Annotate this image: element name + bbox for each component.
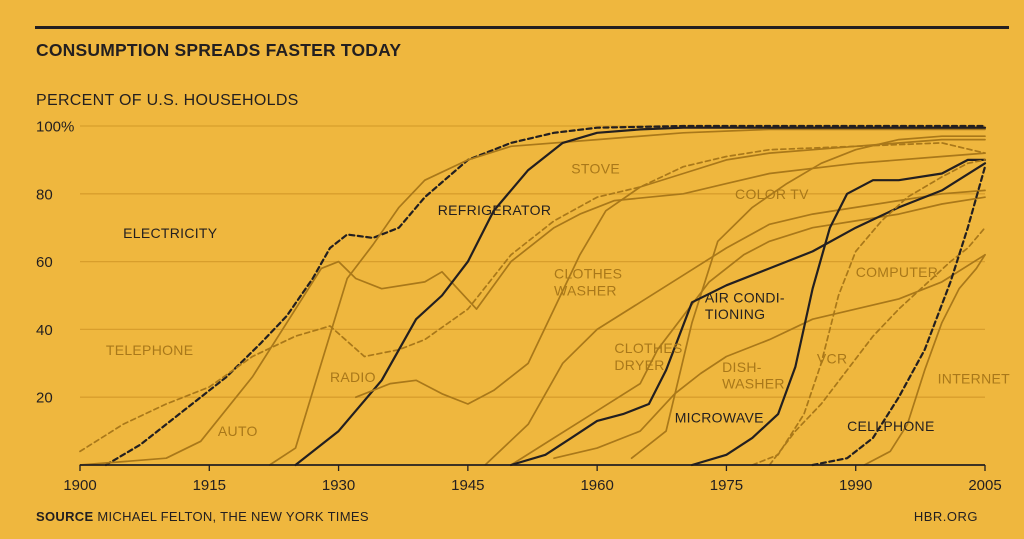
source-note: SOURCE MICHAEL FELTON, THE NEW YORK TIME… (36, 509, 369, 524)
series-lines (79, 124, 987, 467)
x-tick-label-1960: 1960 (580, 477, 613, 494)
top-rule (35, 26, 1009, 29)
source-text: MICHAEL FELTON, THE NEW YORK TIMES (97, 509, 369, 524)
x-tick-label-1945: 1945 (451, 477, 484, 494)
series-line-clothes-dryer (510, 196, 986, 466)
series-label-dryer: DRYER (614, 357, 664, 373)
y-tick-label-40: 40 (36, 322, 53, 339)
series-label-internet: INTERNET (938, 371, 1011, 387)
series-line-auto (79, 152, 986, 466)
series-label-cellphone: CELLPHONE (847, 418, 935, 434)
series-label-clothes: CLOTHES (554, 266, 622, 282)
x-tick-label-2005: 2005 (968, 477, 1001, 494)
series-line-clothes-washer (484, 189, 986, 466)
site-credit: HBR.ORG (913, 509, 978, 524)
y-tick-label-100: 100% (36, 119, 74, 136)
series-label-stove: STOVE (571, 160, 620, 176)
y-tick-label-20: 20 (36, 390, 53, 407)
series-line-radio (268, 128, 986, 466)
series-label-auto: AUTO (218, 423, 258, 439)
series-label-vcr: VCR (817, 350, 847, 366)
series-line-vcr (751, 159, 986, 466)
series-line-dishwasher (553, 253, 986, 460)
series-label-tioning: TIONING (705, 306, 765, 322)
x-tick-label-1930: 1930 (322, 477, 355, 494)
series-label-refrigerator: REFRIGERATOR (438, 202, 552, 218)
y-tick-label-80: 80 (36, 186, 53, 203)
series-line-stove (354, 138, 986, 405)
series-label-electricity: ELECTRICITY (123, 225, 218, 241)
x-tick-label-1975: 1975 (710, 477, 743, 494)
y-axis-label: PERCENT OF U.S. HOUSEHOLDS (36, 92, 299, 109)
series-line-refrigerator (294, 126, 987, 467)
series-line-air-conditioning (509, 162, 987, 467)
series-line-cellphone (811, 165, 987, 467)
series-labels: ELECTRICITY TELEPHONE AUTO RADIO REFRIGERATO… (106, 160, 1010, 439)
series-line-internet (863, 253, 986, 466)
series-line-color-tv (630, 135, 986, 460)
series-line-electricity (104, 124, 987, 467)
series-label-radio: RADIO (330, 369, 376, 385)
series-label-computer: COMPUTER (856, 264, 939, 280)
series-label-washer: WASHER (554, 283, 617, 299)
x-tick-label-1990: 1990 (839, 477, 872, 494)
series-line-microwave (690, 158, 987, 467)
x-tick-label-1900: 1900 (63, 477, 96, 494)
series-label-air-condi: AIR CONDI- (705, 289, 785, 305)
chart-title: CONSUMPTION SPREADS FASTER TODAY (36, 40, 402, 60)
series-line-telephone (79, 142, 986, 453)
series-label-telephone: TELEPHONE (106, 342, 194, 358)
x-tick-label-1915: 1915 (193, 477, 226, 494)
series-label-clothes: CLOTHES (614, 340, 682, 356)
y-tick-label-60: 60 (36, 254, 53, 271)
source-label: SOURCE (36, 509, 94, 524)
tick-labels: 1900 1915 1930 1945 1960 1975 1990 2005 100% 80 60… (36, 119, 1002, 495)
series-label-washer: WASHER (722, 376, 785, 392)
series-label-microwave: MICROWAVE (675, 410, 764, 426)
x-axis (79, 464, 986, 471)
series-label-color-tv: COLOR TV (735, 186, 809, 202)
series-label-dish: DISH- (722, 359, 762, 375)
